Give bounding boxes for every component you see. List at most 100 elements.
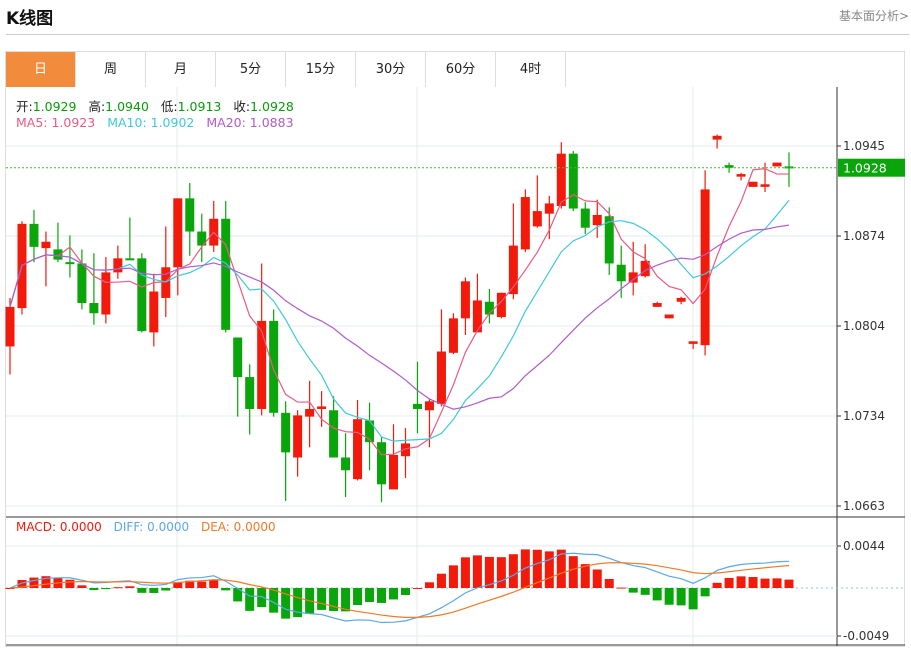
tab-day[interactable]: 日 — [6, 52, 76, 87]
candle-body — [472, 300, 482, 333]
macd-bar — [17, 579, 27, 588]
ma20-line — [9, 224, 790, 410]
candle-body — [424, 401, 434, 411]
low-label: 低: — [160, 99, 178, 114]
price-tick-label: 1.0874 — [843, 229, 885, 243]
candle — [640, 244, 650, 278]
diff-line — [9, 552, 790, 624]
price-tick-label: 1.0663 — [843, 499, 885, 513]
candle — [5, 297, 15, 375]
candle — [269, 309, 279, 417]
tab-15min[interactable]: 15分 — [286, 52, 356, 87]
candle-body — [317, 406, 327, 409]
fundamental-analysis-link[interactable]: 基本面分析> — [838, 9, 909, 23]
candle-body — [5, 306, 15, 347]
close-value: 1.0928 — [250, 99, 294, 114]
high-label: 高: — [88, 99, 106, 114]
tab-4hour[interactable]: 4时 — [496, 52, 566, 87]
candle — [592, 199, 602, 238]
macd-bar — [640, 588, 650, 595]
candle-body — [329, 410, 339, 458]
candle — [712, 134, 722, 149]
macd-bar — [412, 587, 422, 589]
candle-body — [269, 320, 279, 413]
price-tick-label: 1.0734 — [843, 409, 885, 423]
tab-month[interactable]: 月 — [146, 52, 216, 87]
candle-body — [436, 351, 446, 404]
candle-body — [197, 231, 207, 246]
macd-bar — [77, 585, 87, 588]
candle — [484, 288, 494, 324]
candle — [65, 235, 75, 278]
candle-body — [508, 245, 518, 295]
candle — [424, 398, 434, 448]
candle — [377, 437, 387, 503]
macd-bar — [628, 588, 638, 593]
candle-body — [760, 184, 770, 187]
candle-body — [377, 442, 387, 485]
tab-week[interactable]: 周 — [76, 52, 146, 87]
page-title: K线图 — [6, 9, 54, 29]
candle — [544, 195, 554, 240]
candle — [616, 245, 626, 298]
candle — [77, 249, 87, 310]
candle — [556, 142, 566, 209]
candle-body — [89, 303, 99, 314]
candle — [149, 273, 159, 347]
candle-body — [53, 249, 63, 260]
macd-bar — [341, 588, 351, 612]
candle-body — [784, 166, 794, 169]
macd-bar — [41, 576, 51, 588]
candle — [113, 245, 123, 279]
macd-bar — [652, 588, 662, 601]
candle — [688, 341, 698, 349]
dea-value: DEA: 0.0000 — [200, 520, 276, 534]
candle-body — [544, 203, 554, 214]
macd-bar — [664, 588, 674, 605]
candle-body — [41, 241, 51, 249]
last-price-label: 1.0928 — [843, 161, 887, 176]
candle-body — [173, 198, 183, 268]
macd-bar — [424, 582, 434, 588]
candle-body — [688, 341, 698, 344]
macd-bar — [580, 564, 590, 588]
tab-5min[interactable]: 5分 — [216, 52, 286, 87]
candle — [317, 391, 327, 427]
candle — [508, 203, 518, 300]
macd-bar — [5, 588, 15, 589]
candle — [137, 253, 147, 333]
macd-bar — [748, 577, 758, 588]
candle — [173, 198, 183, 296]
diff-value: DIFF: 0.0000 — [113, 520, 190, 534]
candle-body — [293, 415, 303, 458]
candle — [161, 226, 171, 318]
candle-body — [580, 208, 590, 228]
candle — [245, 364, 255, 435]
tab-30min[interactable]: 30分 — [356, 52, 426, 87]
candle-body — [29, 223, 39, 247]
candle — [389, 424, 399, 490]
candle — [305, 380, 315, 448]
macd-bar — [496, 557, 506, 588]
ma20-value: MA20: 1.0883 — [206, 115, 294, 130]
candle-body — [604, 216, 614, 264]
candle-body — [712, 135, 722, 140]
candle-body — [281, 412, 291, 453]
candle-body — [65, 262, 75, 265]
candle — [400, 428, 410, 478]
candle-body — [221, 218, 231, 330]
candle — [700, 170, 710, 356]
candle — [580, 202, 590, 235]
macd-bar — [460, 557, 470, 588]
macd-bar — [736, 576, 746, 588]
candle-body — [652, 303, 662, 307]
low-value: 1.0913 — [177, 99, 222, 114]
candle-body — [389, 454, 399, 490]
tab-60min[interactable]: 60分 — [426, 52, 496, 87]
candle-body — [77, 263, 87, 304]
close-label: 收: — [233, 99, 251, 114]
candle — [365, 402, 375, 471]
macd-bar — [173, 582, 183, 588]
macd-bar — [317, 588, 327, 610]
